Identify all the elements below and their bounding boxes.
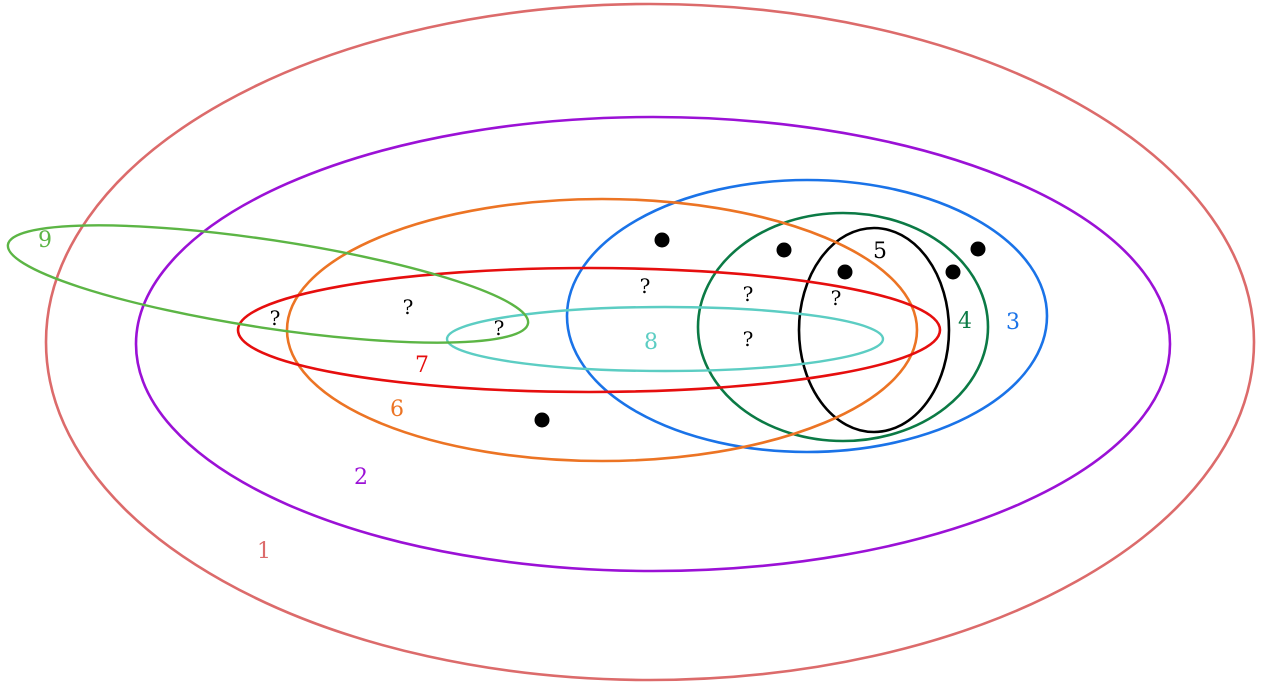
point-dot (970, 241, 986, 257)
point-dot (837, 264, 853, 280)
set-5-label: 5 (873, 239, 887, 264)
set-6-label: 6 (390, 397, 404, 422)
unknown-region-marker: ? (403, 295, 414, 319)
set-1-boundary (44, 2, 1256, 682)
unknown-region-marker: ? (831, 286, 842, 310)
set-5-boundary (797, 226, 951, 434)
set-3-boundary (565, 178, 1049, 454)
set-7-boundary (236, 266, 942, 394)
set-2-label: 2 (354, 465, 368, 490)
set-9-boundary (6, 224, 530, 344)
set-8-boundary (445, 305, 885, 373)
set-7-label: 7 (415, 353, 429, 378)
set-6-boundary (285, 197, 919, 463)
set-3-label: 3 (1006, 310, 1020, 335)
set-2-boundary (134, 115, 1172, 573)
set-4-label: 4 (958, 309, 972, 334)
point-dot (534, 412, 550, 428)
set-8-label: 8 (644, 330, 658, 355)
set-1-label: 1 (257, 539, 271, 564)
point-dot (945, 264, 961, 280)
unknown-region-marker: ? (743, 327, 754, 351)
point-dot (776, 242, 792, 258)
point-dot (654, 232, 670, 248)
unknown-region-marker: ? (640, 274, 651, 298)
set-4-boundary (696, 211, 990, 443)
unknown-region-marker: ? (494, 316, 505, 340)
set-9-label: 9 (38, 228, 52, 253)
unknown-region-marker: ? (743, 282, 754, 306)
unknown-region-marker: ? (270, 306, 281, 330)
